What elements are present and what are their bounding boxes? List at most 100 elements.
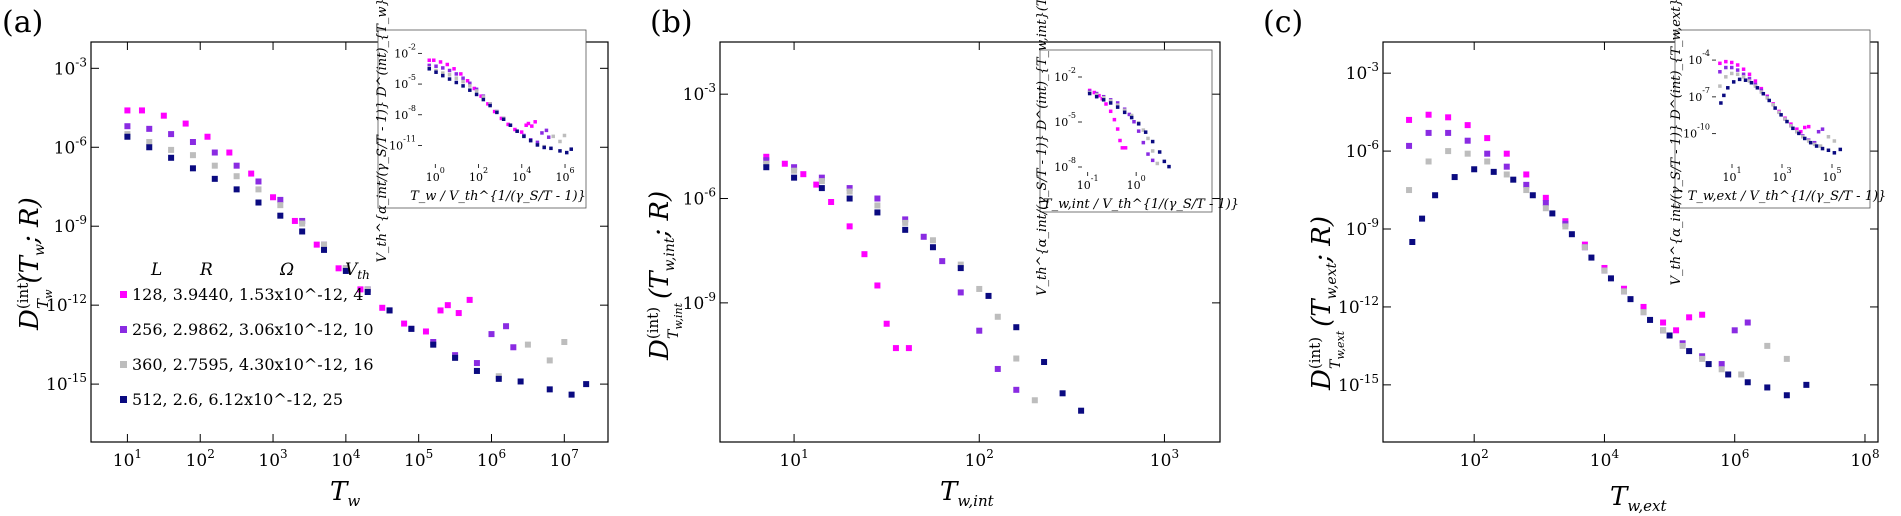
inset-data-point [1735,72,1740,77]
data-point [386,307,393,314]
inset-x-tick-label: 102 [469,166,488,184]
data-point [1523,181,1530,188]
x-tick-label: 105 [404,447,433,471]
panel-b-label: (b) [650,5,693,40]
data-point [957,261,964,268]
data-point [781,160,788,167]
data-point [299,228,306,235]
inset-data-point [1108,109,1113,114]
inset-data-point [432,58,436,62]
inset-y-tick-label: 10-5 [394,73,416,91]
inset-data-point [544,128,549,133]
inset-data-point [1104,102,1108,106]
inset-data-point [1150,149,1155,153]
data-point [791,164,798,171]
inset-data-point [1108,101,1113,105]
legend-entry: 128, 3.9440, 1.53x10^-12, 4 [132,285,363,304]
data-point [546,357,553,364]
data-point [1432,192,1439,199]
inset-data-point [1747,76,1752,81]
inset-data-point [434,64,438,68]
panel-c-inset-frame [1674,29,1871,209]
data-point [957,289,964,296]
inset-data-point [1741,75,1746,79]
data-point [902,219,909,226]
inset-data-point [1806,124,1811,129]
panel-a-inset: 100 102 104 106 10-11 10-8 10-5 10-2 T_w / V_th^… [375,0,586,263]
data-point [1640,309,1647,316]
data-point [430,341,437,348]
inset-data-point [1765,96,1770,100]
data-point [763,157,770,164]
inset-data-point [501,117,506,121]
inset-data-point [1753,84,1758,88]
y-tick-label: 10-6 [1346,138,1379,162]
inset-data-point [1146,152,1150,156]
inset-data-point [528,138,533,143]
data-point [422,328,429,335]
inset-data-point [1789,124,1793,128]
data-point [1666,332,1673,339]
panel-c-inset: 101 103 105 10-10 10-7 10-4 T_w,ext / V_th^{1/… [1669,0,1886,285]
data-point [976,285,983,292]
x-tick-label: 101 [113,447,142,471]
data-point [211,149,218,156]
panel-b-inset: 10-1 100 10-8 10-5 10-2 T_w,int / V_th^{1/(γ_… [1035,0,1239,296]
data-point [1013,386,1020,393]
data-point [1523,187,1530,194]
data-point [1464,122,1471,129]
inset-data-point [530,124,534,128]
data-point [233,162,240,169]
data-point [1744,319,1751,326]
panel-a-inset-frame [377,29,587,209]
data-point [929,244,936,251]
data-point [1419,215,1426,222]
data-point [168,131,175,138]
data-point [1686,314,1693,321]
data-point [1031,397,1038,404]
data-point [124,107,131,114]
panel-b-ylabel: D(int) Tw,int(Tw,int; R) [644,191,685,361]
data-point [357,286,364,293]
data-point [568,391,575,398]
inset-x-tick-label: 105 [1822,166,1841,184]
data-point [255,178,262,185]
inset-data-point [522,134,526,139]
data-point [846,185,853,192]
data-point [1503,150,1510,157]
data-point [233,186,240,193]
inset-data-point [1749,80,1754,85]
data-point [313,241,320,248]
inset-data-point [459,72,463,76]
data-point [902,216,909,223]
inset-data-point [551,134,555,139]
inset-data-point [427,63,432,68]
inset-data-point [1795,127,1799,131]
inset-data-point [1729,71,1734,76]
inset-data-point [1808,140,1813,145]
data-point [818,178,825,185]
panel-a-label: (a) [2,5,43,40]
inset-data-point [1722,93,1726,98]
inset-data-point [535,140,540,145]
inset-data-point [508,123,513,127]
inset-data-point [1771,102,1775,107]
inset-data-point [546,135,551,139]
inset-data-point [1120,146,1125,150]
data-point [883,320,890,327]
data-point [985,292,992,299]
inset-ylabel: V_th^{α_int/(γ_S/T - 1)} D^(int)_{T_w,ex… [1669,0,1684,285]
data-point [1406,116,1413,123]
data-point [364,289,371,295]
data-point [1718,361,1725,368]
data-point [1013,324,1020,331]
data-point [452,354,459,361]
inset-data-point [1132,119,1136,124]
inset-data-point [447,68,452,73]
inset-data-point [1146,136,1150,141]
data-point [861,251,868,258]
inset-data-point [1747,72,1752,77]
data-point [146,139,153,145]
data-point [1523,171,1530,178]
data-point [813,181,820,188]
